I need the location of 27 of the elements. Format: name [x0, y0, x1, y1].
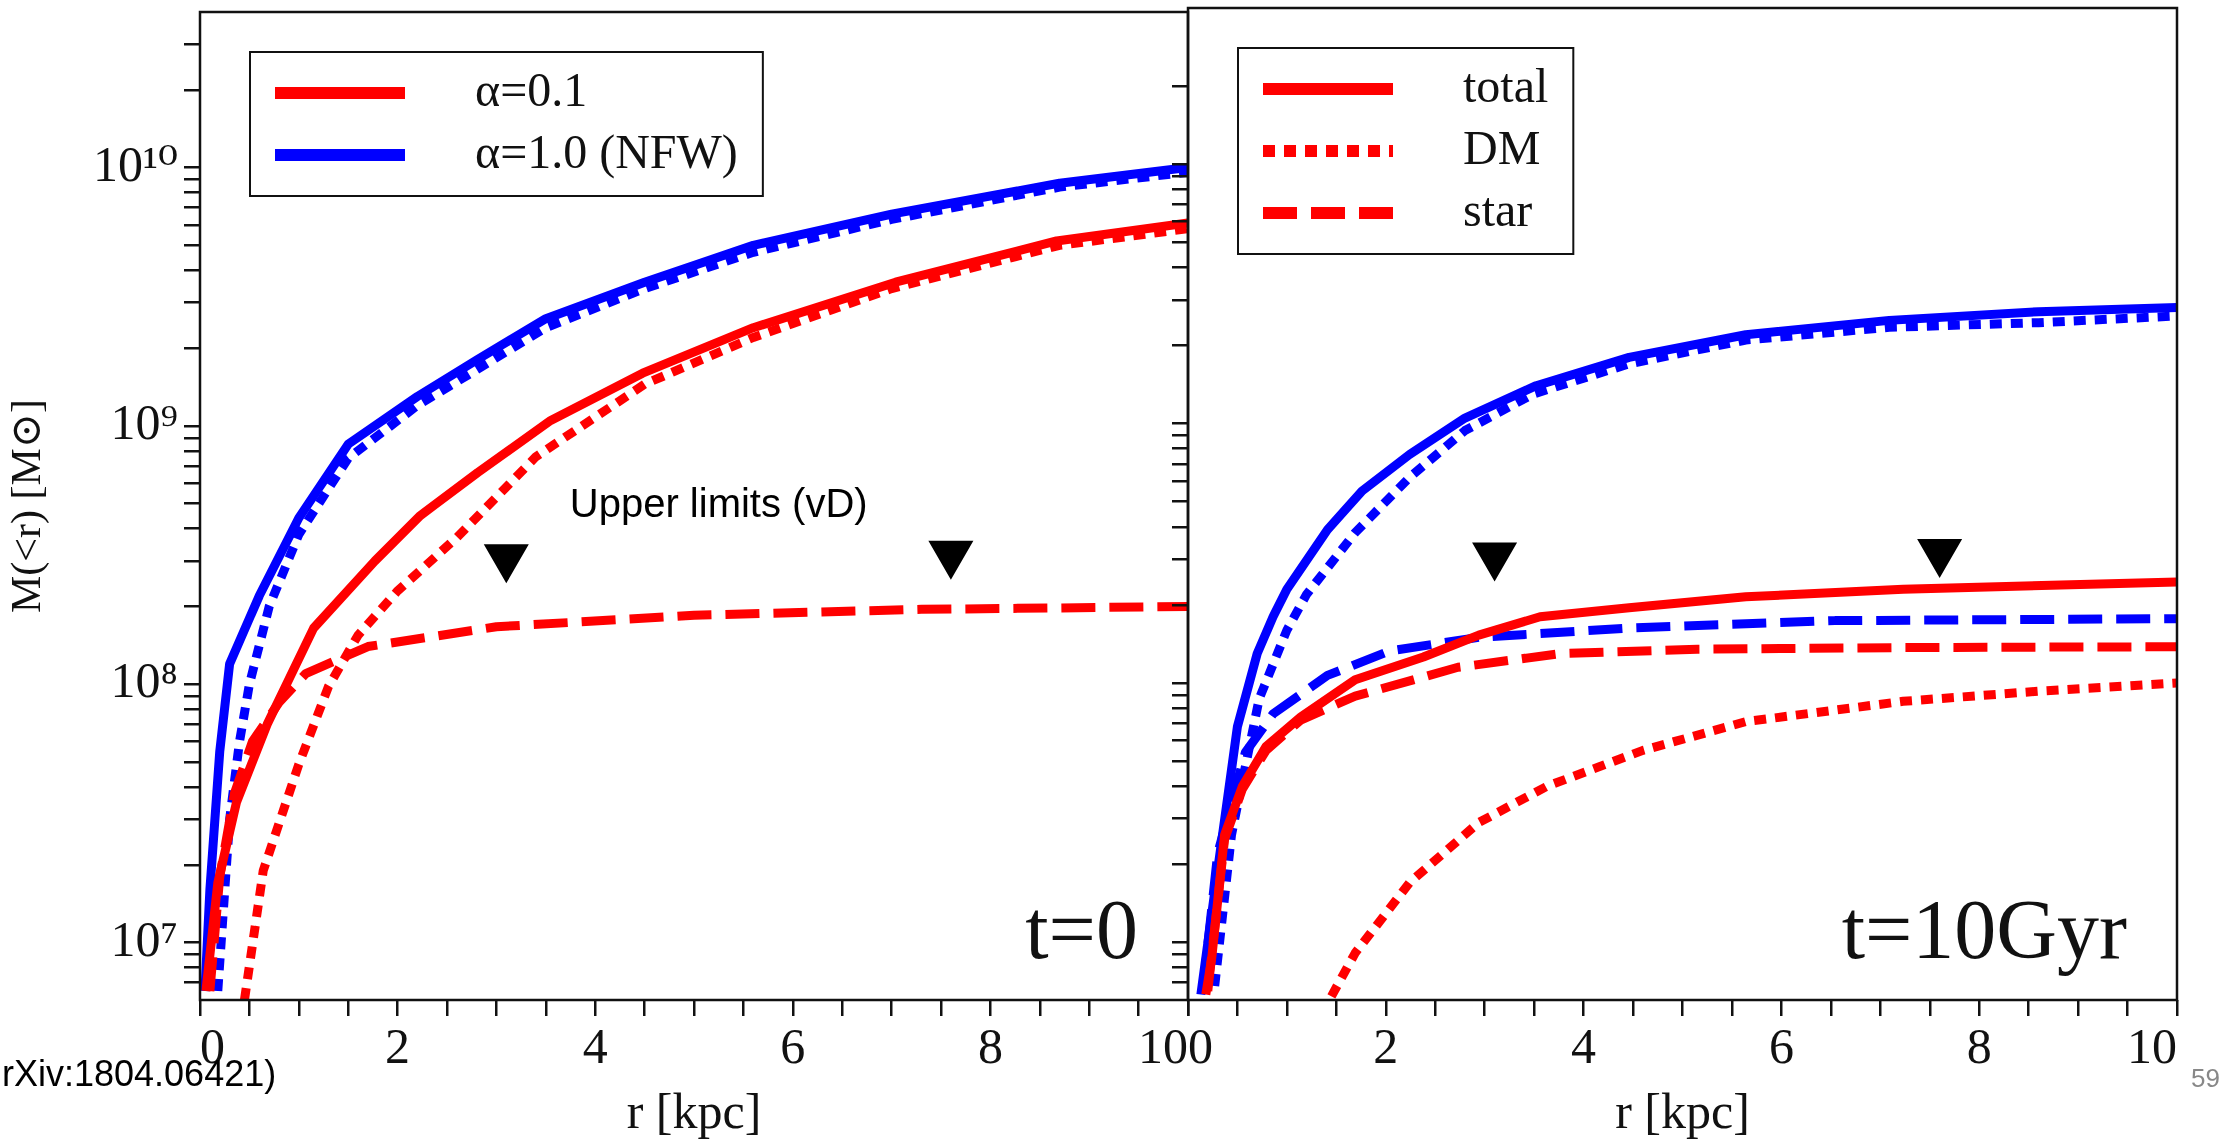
x-axis-title: r [kpc]: [626, 1083, 762, 1140]
x-tick-label: 4: [582, 1018, 608, 1075]
x-tick-label: 10: [2127, 1018, 2177, 1075]
annotation: Upper limits (vD): [569, 481, 868, 526]
x-tick-label: 8: [1966, 1018, 1992, 1075]
y-tick-label: 10¹⁰: [92, 135, 178, 192]
x-tick-label: 6: [1768, 1018, 1794, 1075]
legend-label: α=1.0 (NFW): [475, 124, 738, 179]
x-tick-label: 2: [385, 1018, 411, 1075]
x-tick-label: 2: [1373, 1018, 1399, 1075]
y-tick-label: 10⁹: [110, 394, 178, 451]
annotation: t=10Gyr: [1841, 883, 2128, 977]
legend-label: star: [1463, 182, 1533, 236]
x-tick-label: 6: [780, 1018, 806, 1075]
y-axis-title: M(<r) [M⊙]: [3, 399, 51, 613]
y-tick-label: 10⁷: [110, 910, 178, 967]
text: 59: [2191, 1063, 2220, 1094]
y-tick-label: 10⁸: [110, 652, 178, 709]
x-tick-label: 0: [1188, 1018, 1213, 1075]
legend-label: DM: [1463, 120, 1541, 174]
legend-label: α=0.1: [475, 62, 588, 116]
x-tick-label: 10: [1138, 1018, 1188, 1075]
x-axis-title: r [kpc]: [1615, 1083, 1750, 1140]
x-tick-label: 8: [977, 1018, 1003, 1075]
legend-label: total: [1463, 58, 1549, 112]
x-tick-label: 4: [1571, 1018, 1597, 1075]
annotation: t=0: [1025, 883, 1138, 977]
